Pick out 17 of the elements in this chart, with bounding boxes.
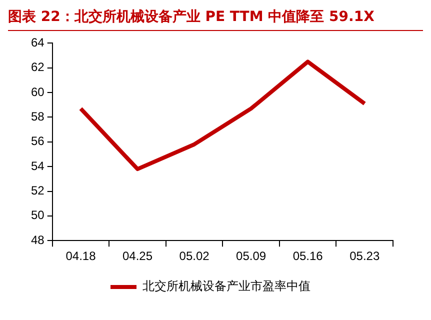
y-tick-label: 54 — [30, 158, 45, 173]
chart-title: 图表 22：北交所机械设备产业 PE TTM 中值降至 59.1X — [8, 8, 423, 31]
y-tick-label: 62 — [30, 60, 45, 74]
x-tick-label: 05.09 — [236, 249, 266, 264]
x-tick-label: 05.16 — [292, 249, 324, 264]
y-tick-label: 56 — [30, 134, 45, 148]
x-tick-label: 05.23 — [350, 249, 380, 264]
x-tick-label: 04.18 — [66, 249, 96, 264]
legend-label: 北交所机械设备产业市盈率中值 — [142, 279, 310, 294]
y-tick-label: 60 — [30, 84, 45, 99]
y-tick-label: 58 — [30, 110, 45, 124]
y-tick-label: 48 — [30, 232, 45, 247]
y-tick-label: 52 — [30, 184, 45, 198]
x-tick-label: 05.02 — [179, 249, 210, 264]
y-tick-label: 50 — [30, 208, 45, 222]
x-tick-label: 04.25 — [122, 249, 153, 264]
y-tick-label: 64 — [30, 36, 45, 50]
